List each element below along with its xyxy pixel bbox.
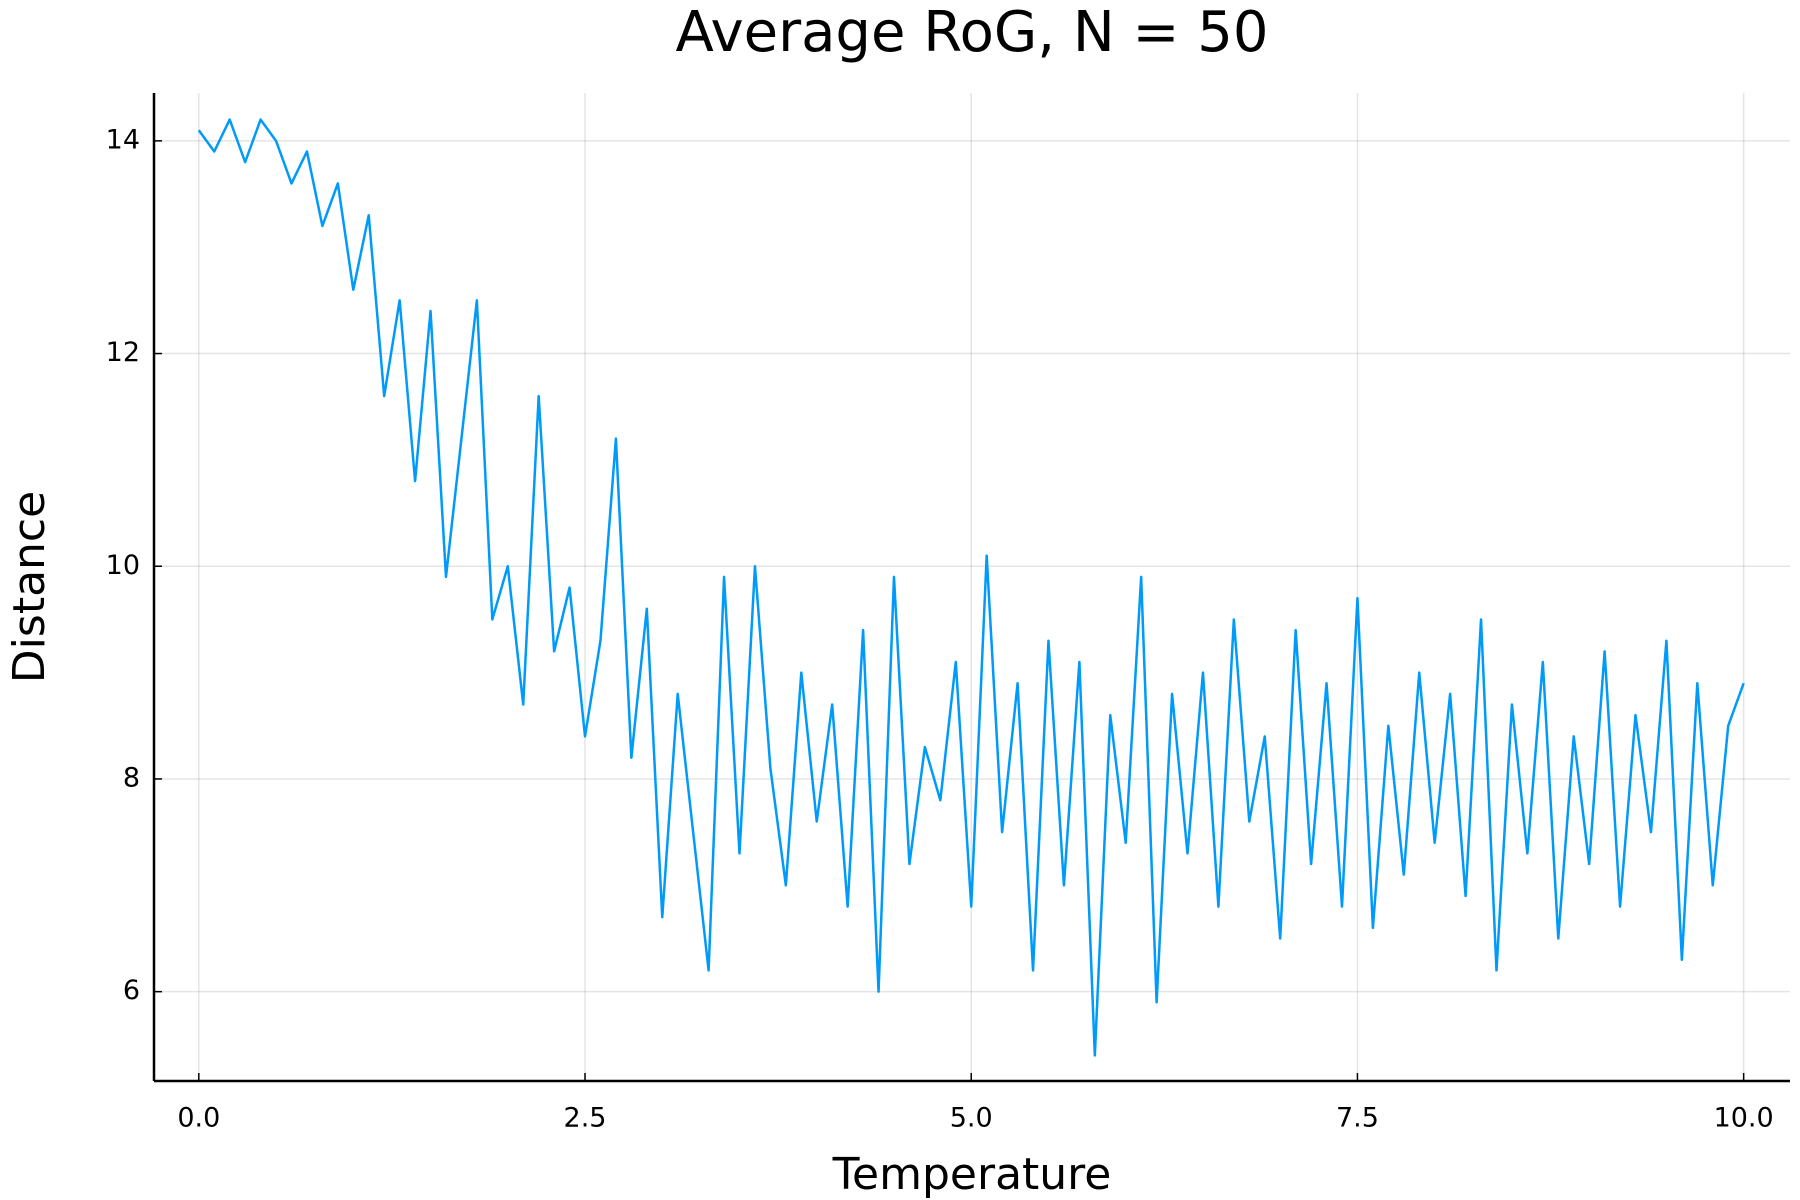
grid [154,93,1790,1081]
y-tick-label: 8 [123,762,140,793]
y-tick-label: 12 [106,337,140,368]
y-axis-title: Distance [4,491,55,683]
x-tick-label: 2.5 [564,1103,607,1134]
x-tick-label: 10.0 [1714,1103,1774,1134]
y-tick-label: 6 [123,975,140,1006]
x-tick-label: 0.0 [177,1103,220,1134]
y-tick-label: 10 [106,550,140,581]
data-line [197,118,1745,1057]
chart-title: Average RoG, N = 50 [675,0,1268,65]
x-tick-label: 7.5 [1336,1103,1379,1134]
x-axis-title: Temperature [832,1149,1112,1200]
y-tick-label: 14 [106,124,140,155]
x-tick-label: 5.0 [950,1103,993,1134]
plot-area [197,118,1745,1057]
